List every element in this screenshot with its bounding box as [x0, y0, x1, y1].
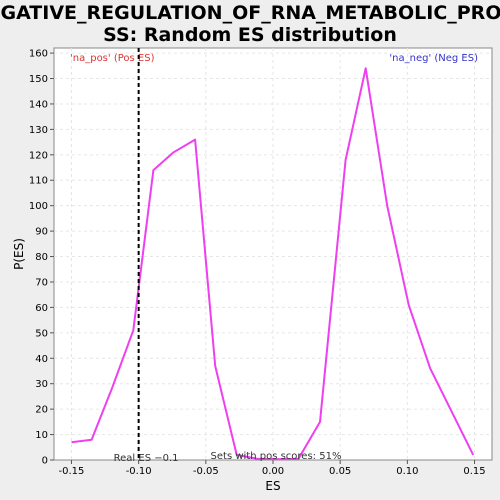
x-tick-label: -0.10	[126, 466, 152, 477]
x-axis: -0.15 -0.10 -0.05 0.00 0.05 0.10 0.15	[59, 460, 486, 477]
y-tick-label: 70	[35, 277, 48, 288]
y-tick-label: 110	[29, 176, 48, 187]
y-tick-label: 140	[29, 99, 48, 110]
y-tick-label: 30	[35, 379, 48, 390]
y-tick-label: 150	[29, 74, 48, 85]
pos-scores-footer: Sets with pos scores: 51%	[211, 451, 342, 462]
chart-title-line-2: SS: Random ES distribution	[103, 24, 397, 46]
y-tick-label: 90	[35, 227, 48, 238]
y-tick-label: 60	[35, 303, 48, 314]
y-tick-label: 80	[35, 252, 48, 263]
corner-label-neg: 'na_neg' (Neg ES)	[389, 53, 478, 64]
x-tick-label: 0.00	[262, 466, 284, 477]
es-distribution-line	[71, 67, 475, 461]
y-tick-label: 130	[29, 125, 48, 136]
x-tick-label: -0.15	[59, 466, 85, 477]
x-tick-label: 0.15	[463, 466, 485, 477]
x-tick-label: -0.05	[193, 466, 219, 477]
y-axis-label: P(ES)	[12, 238, 26, 270]
corner-label-pos: 'na_pos' (Pos ES)	[70, 53, 155, 64]
y-tick-label: 120	[29, 150, 48, 161]
y-tick-label: 100	[29, 201, 48, 212]
y-tick-label: 10	[35, 430, 48, 441]
y-tick-label: 40	[35, 354, 48, 365]
y-tick-label: 160	[29, 49, 48, 60]
y-tick-label: 50	[35, 328, 48, 339]
y-tick-label: 0	[42, 456, 48, 467]
y-axis: 0 10 20 30 40 50 60 70 80 90 100 110 120 130 140 150 160	[29, 49, 54, 467]
real-es-label: Real ES −0.1	[114, 453, 179, 464]
x-axis-label: ES	[265, 479, 280, 493]
y-tick-label: 20	[35, 405, 48, 416]
x-tick-label: 0.10	[396, 466, 418, 477]
chart-title-line-1: NEGATIVE_REGULATION_OF_RNA_METABOLIC_PRO…	[0, 2, 500, 24]
series-layer	[71, 67, 475, 461]
x-tick-label: 0.05	[329, 466, 351, 477]
